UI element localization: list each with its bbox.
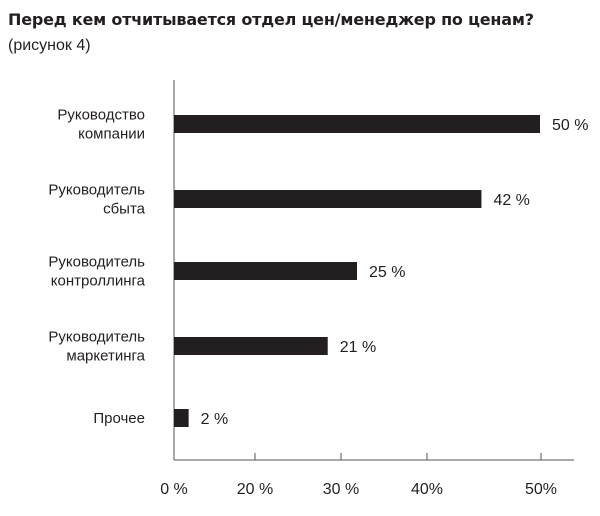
bars-group — [174, 115, 540, 427]
chart-axes: 0 % 20 % 30 % 40% 50% — [160, 80, 574, 498]
x-tick-label: 20 % — [237, 481, 273, 498]
chart-subtitle: (рисунок 4) — [8, 37, 91, 54]
bar — [174, 190, 482, 208]
category-label: Руководство компании — [57, 107, 145, 143]
x-tick-label: 30 % — [323, 481, 359, 498]
x-tick-label: 50% — [525, 481, 557, 498]
value-label: 25 % — [369, 264, 405, 281]
value-label: 42 % — [493, 192, 529, 209]
value-label: 2 % — [201, 411, 229, 428]
value-label: 50 % — [552, 117, 588, 134]
value-label: 21 % — [340, 339, 376, 356]
bar — [174, 409, 189, 427]
category-label: Руководитель сбыта — [48, 182, 145, 218]
chart-title: Перед кем отчитывается отдел цен/менедже… — [8, 10, 534, 29]
bar — [174, 337, 328, 355]
x-tick-label: 0 % — [160, 481, 188, 498]
bar — [174, 262, 357, 280]
labels-group: 50 % Руководство компании 42 % Руководитель с… — [48, 107, 588, 429]
category-label: Руководитель маркетинга — [48, 329, 145, 365]
x-tick-label: 40% — [411, 481, 443, 498]
bar — [174, 115, 540, 133]
category-label: Прочее — [93, 410, 145, 427]
category-label: Руководитель контроллинга — [48, 254, 145, 290]
